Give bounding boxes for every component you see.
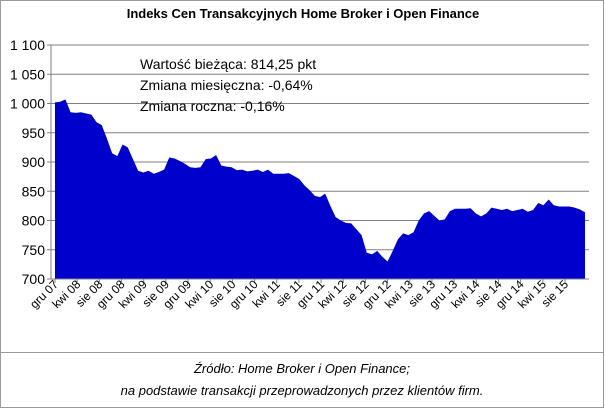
source-box: Źródło: Home Broker i Open Finance; na p… [0,352,604,408]
y-tick-label: 700 [22,271,46,287]
chart-title: Indeks Cen Transakcyjnych Home Broker i … [126,6,480,21]
source-line-2: na podstawie transakcji przeprowadzonych… [120,383,484,398]
y-axis-ticks: 700 750 800 850 900 950 1 000 1 050 1 100 [10,37,51,287]
y-tick-label: 1 000 [10,96,45,112]
area-fill [55,99,585,279]
area-series [55,99,585,279]
chart: 700 750 800 850 900 950 1 000 1 050 1 100 gru 07… [10,37,589,311]
grid-lines [51,44,589,251]
annotation-current-value: Wartość bieżąca: 814,25 pkt [140,56,317,72]
annotation-yearly-change: Zmiana roczna: -0,16% [140,98,285,114]
y-tick-label: 800 [22,213,46,229]
y-tick-label: 950 [22,125,46,141]
source-line-1: Źródło: Home Broker i Open Finance; [193,361,411,376]
y-tick-label: 1 050 [10,66,45,82]
y-tick-label: 850 [22,183,46,199]
y-tick-label: 750 [22,242,46,258]
annotation-monthly-change: Zmiana miesięczna: -0,64% [140,77,313,93]
y-tick-label: 900 [22,154,46,170]
y-tick-label: 1 100 [10,37,45,53]
